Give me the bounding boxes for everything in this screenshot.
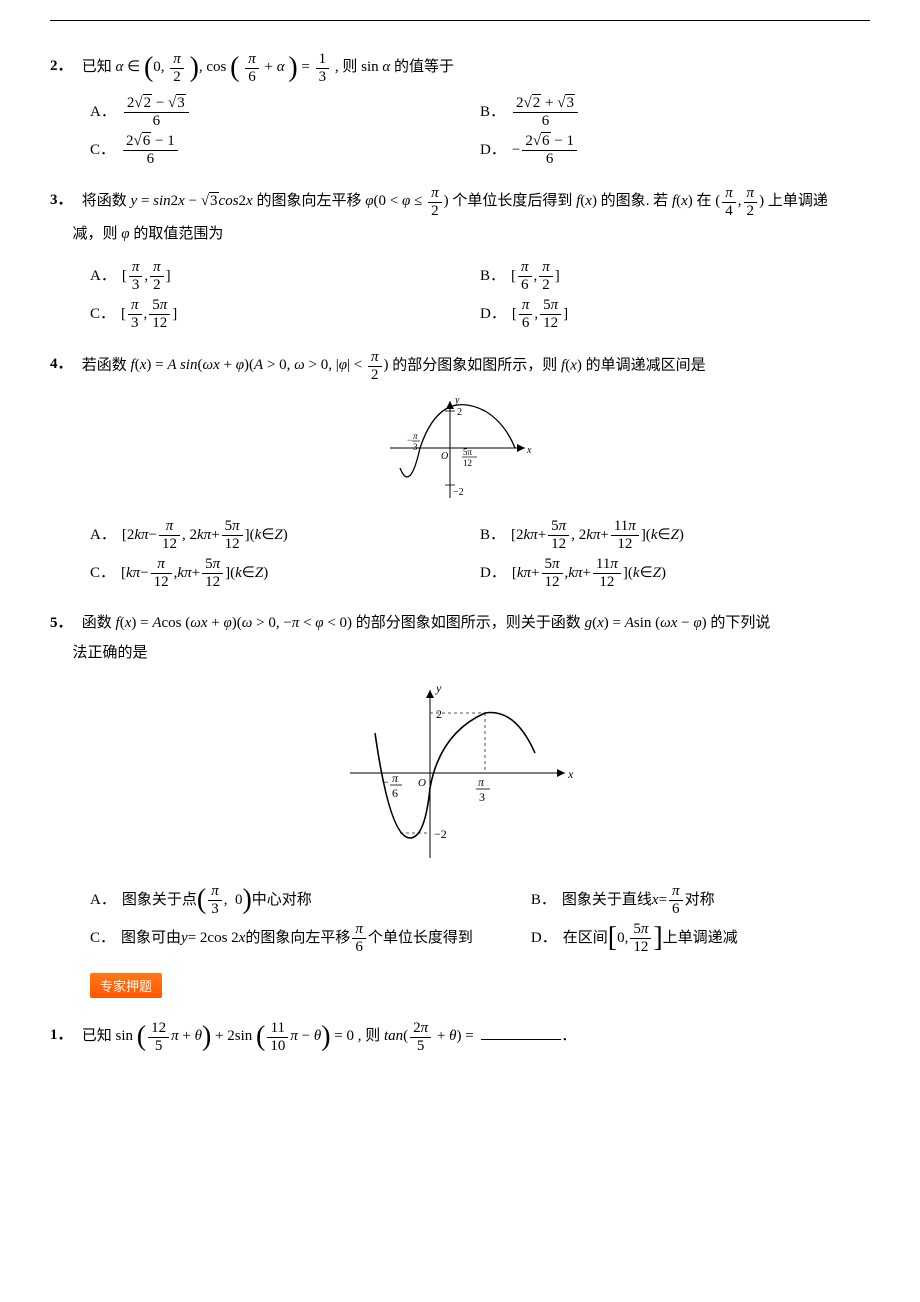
option-2C: C． 26 − 16	[90, 133, 480, 167]
svg-text:x: x	[567, 767, 574, 781]
question-stem: 若函数 f(x) = A sin(ωx + φ)(A > 0, ω > 0, |…	[82, 357, 706, 373]
option-4D: D． [kπ + 5π12, kπ + 11π12](k ∈ Z)	[480, 556, 870, 590]
question-stem: 已知 α ∈ (0, π2 ), cos ( π6 + α ) = 13 , 则…	[82, 59, 454, 75]
question-stem: 函数 f(x) = Acos (ωx + φ)(ω > 0, −π < φ < …	[50, 615, 770, 661]
question-5: 5． 函数 f(x) = Acos (ωx + φ)(ω > 0, −π < φ…	[50, 608, 870, 668]
option-2D: D． −26 − 16	[480, 133, 870, 167]
option-2B: B． 22 + 36	[480, 95, 870, 129]
svg-text:x: x	[526, 445, 532, 456]
question-number: 4．	[50, 349, 78, 379]
svg-text:3: 3	[479, 790, 485, 804]
option-3B: B． [π6,π2]	[480, 259, 870, 293]
option-2A: A． 22 − 36	[90, 95, 480, 129]
svg-text:2: 2	[457, 407, 462, 418]
question-4-options: A． [2kπ − π12, 2kπ + 5π12](k ∈ Z) B． [2k…	[90, 518, 870, 590]
svg-text:3: 3	[413, 442, 418, 452]
expert-question-1: 1． 已知 sin (125π + θ) + 2sin (1110π − θ) …	[50, 1020, 870, 1054]
option-4A: A． [2kπ − π12, 2kπ + 5π12](k ∈ Z)	[90, 518, 480, 552]
question-4: 4． 若函数 f(x) = A sin(ωx + φ)(A > 0, ω > 0…	[50, 349, 870, 383]
question-5-options: A．图象关于点 (π3, 0)中心对称 B．图象关于直线 x = π6 对称 C…	[90, 883, 870, 955]
svg-text:O: O	[418, 777, 426, 789]
question-stem: 将函数 y = sin2x − 3cos2x 的图象向左平移 φ(0 < φ ≤…	[50, 193, 828, 242]
option-3C: C． [π3,5π12]	[90, 297, 480, 331]
question-2: 2． 已知 α ∈ (0, π2 ), cos ( π6 + α ) = 13 …	[50, 51, 870, 85]
question-3-options: A． [π3,π2] B． [π6,π2] C． [π3,5π12] D． [π…	[90, 259, 870, 331]
svg-text:5π: 5π	[463, 447, 473, 457]
option-3D: D． [π6,5π12]	[480, 297, 870, 331]
option-5D: D．在区间 [0,5π12] 上单调递减	[531, 921, 870, 955]
question-number: 2．	[50, 51, 78, 81]
question-number: 5．	[50, 608, 78, 638]
question-number: 1．	[50, 1020, 78, 1050]
option-4B: B． [2kπ + 5π12, 2kπ + 11π12](k ∈ Z)	[480, 518, 870, 552]
option-5B: B．图象关于直线 x = π6 对称	[531, 883, 870, 917]
svg-text:2: 2	[436, 707, 442, 721]
option-4C: C． [kπ − π12, kπ + 5π12](k ∈ Z)	[90, 556, 480, 590]
svg-text:−: −	[407, 435, 412, 445]
svg-text:−2: −2	[434, 827, 447, 841]
svg-text:−: −	[382, 775, 389, 789]
question-2-options: A． 22 − 36 B． 22 + 36 C． 26 − 16 D． −26 …	[90, 95, 870, 167]
question-stem: 已知 sin (125π + θ) + 2sin (1110π − θ) = 0…	[82, 1028, 577, 1044]
option-5C: C．图象可由 y = 2cos 2x 的图象向左平移 π6 个单位长度得到	[90, 921, 531, 955]
svg-text:π: π	[392, 771, 399, 785]
option-5A: A．图象关于点 (π3, 0)中心对称	[90, 883, 531, 917]
svg-text:−2: −2	[453, 487, 464, 498]
header-rule	[50, 20, 870, 21]
option-3A: A． [π3,π2]	[90, 259, 480, 293]
expert-badge: 专家押题	[90, 973, 162, 998]
svg-text:O: O	[441, 451, 448, 462]
question-number: 3．	[50, 185, 78, 215]
svg-text:π: π	[413, 431, 418, 441]
svg-text:6: 6	[392, 786, 398, 800]
svg-text:y: y	[435, 681, 442, 695]
q4-chart: x y O 2 −2 − π 3 5π 12	[50, 393, 870, 508]
svg-text:π: π	[478, 775, 485, 789]
answer-blank	[481, 1024, 561, 1040]
svg-text:12: 12	[463, 458, 472, 468]
question-3: 3． 将函数 y = sin2x − 3cos2x 的图象向左平移 φ(0 < …	[50, 185, 870, 249]
q5-chart: x y O 2 −2 − π 6 π 3	[50, 678, 870, 873]
